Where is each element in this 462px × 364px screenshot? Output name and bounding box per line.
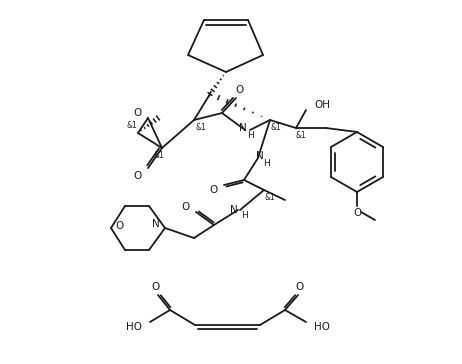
Text: O: O [134,171,142,181]
Text: O: O [115,221,123,231]
Text: O: O [296,282,304,292]
Text: H: H [247,131,253,139]
Text: &1: &1 [127,120,137,130]
Text: H: H [241,210,247,219]
Text: HO: HO [126,322,142,332]
Text: HO: HO [314,322,330,332]
Text: O: O [235,85,243,95]
Text: &1: &1 [296,131,306,141]
Text: O: O [152,282,160,292]
Text: O: O [134,108,142,118]
Text: O: O [182,202,190,212]
Text: N: N [239,123,247,133]
Text: &1: &1 [265,194,275,202]
Text: &1: &1 [154,151,164,161]
Text: O: O [353,208,361,218]
Text: O: O [210,185,218,195]
Text: N: N [152,219,160,229]
Text: N: N [256,151,264,161]
Text: &1: &1 [271,123,281,132]
Text: OH: OH [314,100,330,110]
Text: H: H [264,158,270,167]
Text: &1: &1 [195,123,207,132]
Text: N: N [230,205,238,215]
